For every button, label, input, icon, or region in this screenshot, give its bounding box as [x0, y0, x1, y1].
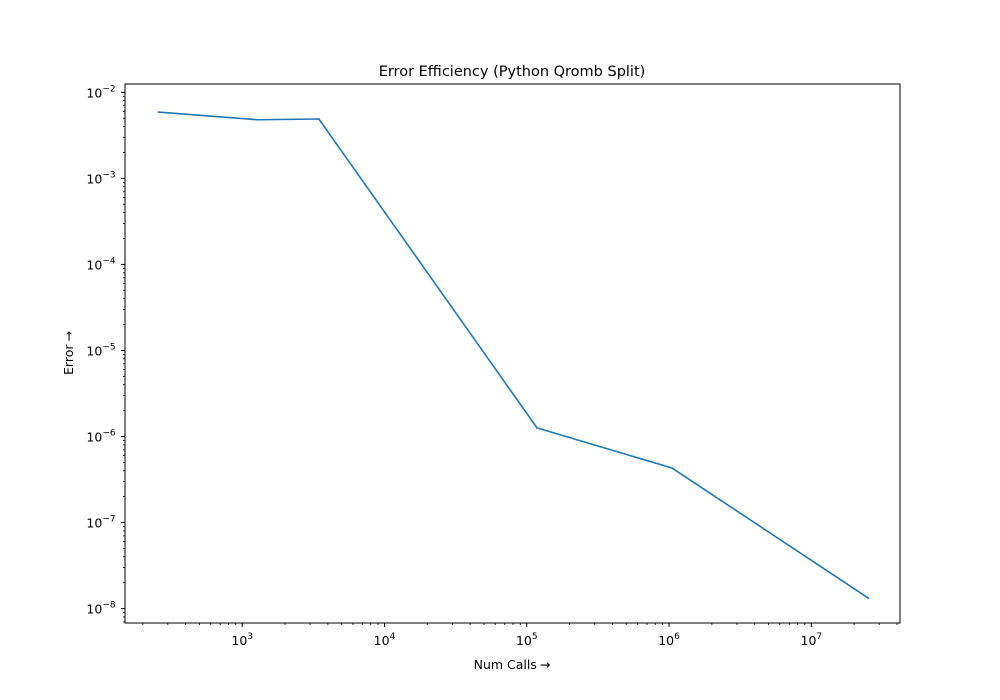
y-tick-base: 10 — [86, 343, 102, 358]
x-tick-base: 10 — [516, 633, 532, 648]
plot-frame — [124, 83, 901, 624]
y-tick-exponent: −2 — [102, 84, 115, 94]
y-tick-base: 10 — [86, 85, 102, 100]
y-tick-label: 10−3 — [86, 170, 115, 186]
y-tick-label: 10−5 — [86, 342, 115, 358]
y-tick-label: 10−2 — [86, 84, 115, 100]
data-point — [318, 118, 320, 120]
y-tick-base: 10 — [86, 171, 102, 186]
x-tick-exponent: 4 — [390, 632, 396, 642]
data-point — [536, 427, 538, 429]
series-line — [158, 111, 869, 599]
chart-title: Error Efficiency (Python Qromb Split) — [379, 64, 646, 80]
x-tick-label: 103 — [231, 632, 253, 648]
y-tick-base: 10 — [86, 602, 102, 617]
x-tick-label: 106 — [658, 632, 680, 648]
y-tick-base: 10 — [86, 516, 102, 531]
series-layer — [157, 111, 870, 600]
y-tick-exponent: −6 — [102, 429, 116, 439]
x-tick-label: 104 — [374, 632, 396, 648]
x-axis-arrow: → — [540, 657, 550, 672]
x-axis-label: Num Calls → — [474, 657, 551, 672]
y-tick-label: 10−8 — [86, 601, 115, 617]
data-point — [867, 597, 870, 600]
x-tick-exponent: 5 — [532, 632, 538, 642]
y-tick-base: 10 — [86, 430, 102, 445]
y-tick-exponent: −4 — [102, 256, 116, 266]
x-tick-exponent: 7 — [816, 632, 822, 642]
y-tick-exponent: −3 — [102, 170, 115, 180]
y-axis-label-text: Error — [61, 344, 76, 375]
x-tick-base: 10 — [658, 633, 674, 648]
y-axis-label: Error → — [61, 331, 76, 375]
y-tick-exponent: −7 — [102, 515, 115, 525]
x-axis-label-text: Num Calls — [474, 657, 537, 672]
x-tick-label: 107 — [801, 632, 823, 648]
y-tick-base: 10 — [86, 257, 102, 272]
y-tick-exponent: −5 — [102, 342, 115, 352]
data-point — [671, 467, 673, 469]
y-axis-arrow: → — [61, 331, 76, 341]
y-tick-label: 10−4 — [86, 256, 115, 272]
data-point — [157, 111, 160, 113]
y-tick-label: 10−6 — [86, 429, 115, 445]
x-tick-exponent: 6 — [674, 632, 680, 642]
x-tick-base: 10 — [374, 633, 390, 648]
x-tick-base: 10 — [801, 633, 817, 648]
data-point — [256, 118, 259, 121]
y-tick-exponent: −8 — [102, 601, 116, 611]
x-tick-base: 10 — [231, 633, 247, 648]
y-tick-label: 10−7 — [86, 515, 115, 531]
x-tick-exponent: 3 — [247, 632, 253, 642]
x-tick-label: 105 — [516, 632, 538, 648]
